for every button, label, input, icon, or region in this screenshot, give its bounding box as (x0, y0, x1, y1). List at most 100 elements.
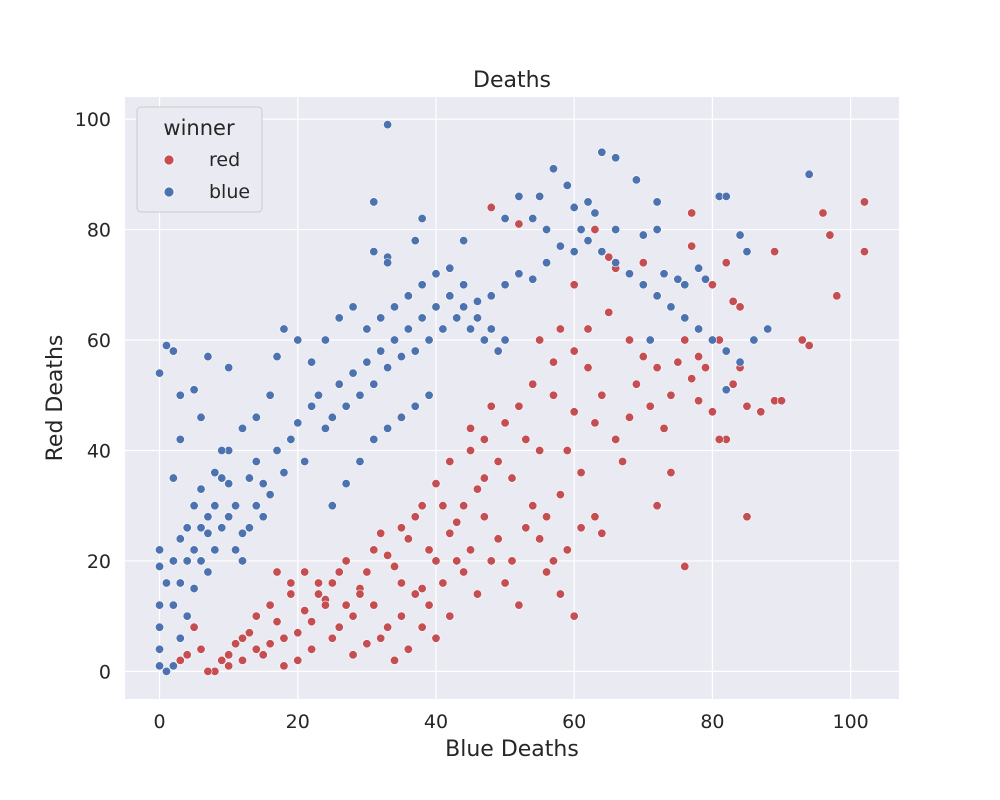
point-blue (327, 501, 337, 511)
point-red (466, 445, 476, 455)
point-red (410, 589, 420, 599)
point-red (431, 556, 441, 566)
point-blue (369, 197, 379, 207)
point-blue (403, 324, 413, 334)
point-red (403, 644, 413, 654)
point-red (224, 661, 234, 671)
point-blue (514, 269, 524, 279)
point-red (645, 401, 655, 411)
point-blue (320, 423, 330, 433)
point-blue (735, 357, 745, 367)
point-red (182, 650, 192, 660)
point-red (714, 434, 724, 444)
y-tick-label: 40 (87, 440, 111, 462)
point-red (341, 556, 351, 566)
point-blue (804, 169, 814, 179)
point-red (624, 335, 634, 345)
point-red (424, 545, 434, 555)
y-tick-label: 80 (87, 220, 111, 242)
point-blue (189, 385, 199, 395)
point-red (175, 655, 185, 665)
point-red (770, 247, 780, 257)
point-red (548, 556, 558, 566)
point-blue (224, 363, 234, 373)
point-red (555, 589, 565, 599)
point-blue (182, 611, 192, 621)
point-blue (334, 313, 344, 323)
point-red (666, 390, 676, 400)
point-red (396, 578, 406, 588)
point-blue (680, 280, 690, 290)
point-blue (631, 175, 641, 185)
point-blue (548, 164, 558, 174)
point-blue (196, 523, 206, 533)
point-red (611, 434, 621, 444)
point-red (825, 230, 835, 240)
point-blue (417, 280, 427, 290)
point-blue (486, 291, 496, 301)
point-blue (210, 468, 220, 478)
point-blue (341, 401, 351, 411)
point-blue (203, 567, 213, 577)
legend-title: winner (163, 116, 235, 140)
y-tick-label: 20 (87, 551, 111, 573)
point-blue (182, 523, 192, 533)
point-blue (535, 191, 545, 201)
point-blue (369, 434, 379, 444)
point-blue (293, 335, 303, 345)
point-red (403, 534, 413, 544)
point-red (376, 528, 386, 538)
point-blue (155, 600, 165, 610)
legend-label-blue: blue (209, 181, 250, 203)
point-red (569, 280, 579, 290)
point-blue (410, 401, 420, 411)
point-blue (168, 473, 178, 483)
point-blue (369, 247, 379, 257)
point-blue (680, 313, 690, 323)
point-red (500, 578, 510, 588)
point-blue (459, 280, 469, 290)
point-red (272, 567, 282, 577)
point-blue (749, 335, 759, 345)
point-red (555, 490, 565, 500)
point-red (707, 280, 717, 290)
point-blue (258, 479, 268, 489)
point-red (313, 589, 323, 599)
point-red (334, 567, 344, 577)
point-red (514, 401, 524, 411)
point-blue (376, 346, 386, 356)
point-blue (528, 274, 538, 284)
point-red (251, 611, 261, 621)
point-red (562, 545, 572, 555)
point-red (583, 324, 593, 334)
point-blue (528, 214, 538, 224)
point-blue (210, 545, 220, 555)
point-blue (396, 352, 406, 362)
point-red (569, 407, 579, 417)
point-blue (168, 600, 178, 610)
point-blue (161, 578, 171, 588)
point-red (535, 445, 545, 455)
point-blue (265, 390, 275, 400)
point-red (417, 501, 427, 511)
point-red (272, 617, 282, 627)
point-red (327, 578, 337, 588)
point-red (313, 578, 323, 588)
point-red (258, 650, 268, 660)
point-blue (258, 512, 268, 522)
point-red (548, 357, 558, 367)
point-blue (155, 622, 165, 632)
point-red (417, 622, 427, 632)
point-red (341, 600, 351, 610)
point-blue (383, 423, 393, 433)
point-blue (272, 445, 282, 455)
point-red (479, 434, 489, 444)
point-red (521, 434, 531, 444)
point-red (486, 556, 496, 566)
point-blue (237, 528, 247, 538)
point-red (659, 423, 669, 433)
point-red (638, 258, 648, 268)
point-red (535, 335, 545, 345)
point-red (707, 407, 717, 417)
point-red (327, 633, 337, 643)
